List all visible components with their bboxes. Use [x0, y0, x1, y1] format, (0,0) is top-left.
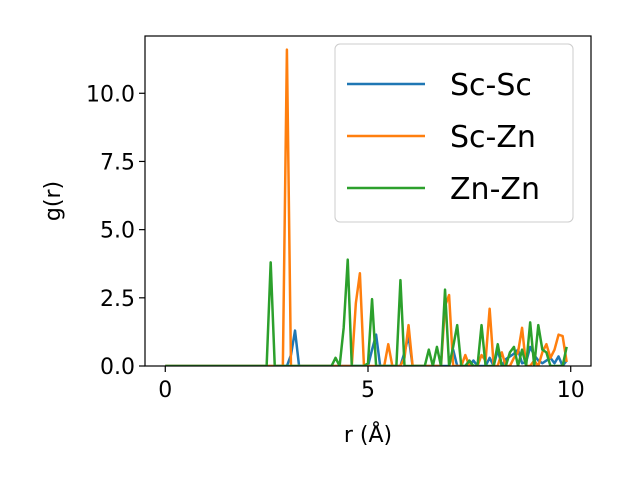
y-axis-ticks: 0.0 2.5 5.0 7.5 10.0 [86, 82, 145, 380]
legend-label-sc-sc: Sc-Sc [450, 68, 532, 103]
legend-label-zn-zn: Zn-Zn [450, 172, 540, 207]
series-line-zn-zn [165, 258, 568, 366]
y-tick-label: 2.5 [100, 287, 135, 312]
x-tick-label: 10 [557, 378, 585, 403]
legend: Sc-Sc Sc-Zn Zn-Zn [334, 43, 574, 223]
x-tick-label: 0 [158, 378, 172, 403]
x-axis-label: r (Å) [344, 421, 392, 448]
y-axis-label: g(r) [41, 181, 66, 221]
x-axis-ticks: 0 5 10 [158, 366, 585, 403]
series-group [165, 48, 568, 366]
y-tick-label: 7.5 [100, 150, 135, 175]
legend-box [334, 43, 574, 223]
y-tick-label: 10.0 [86, 82, 135, 107]
y-tick-label: 0.0 [100, 355, 135, 380]
y-tick-label: 5.0 [100, 219, 135, 244]
legend-label-sc-zn: Sc-Zn [450, 120, 536, 155]
x-tick-label: 5 [361, 378, 375, 403]
